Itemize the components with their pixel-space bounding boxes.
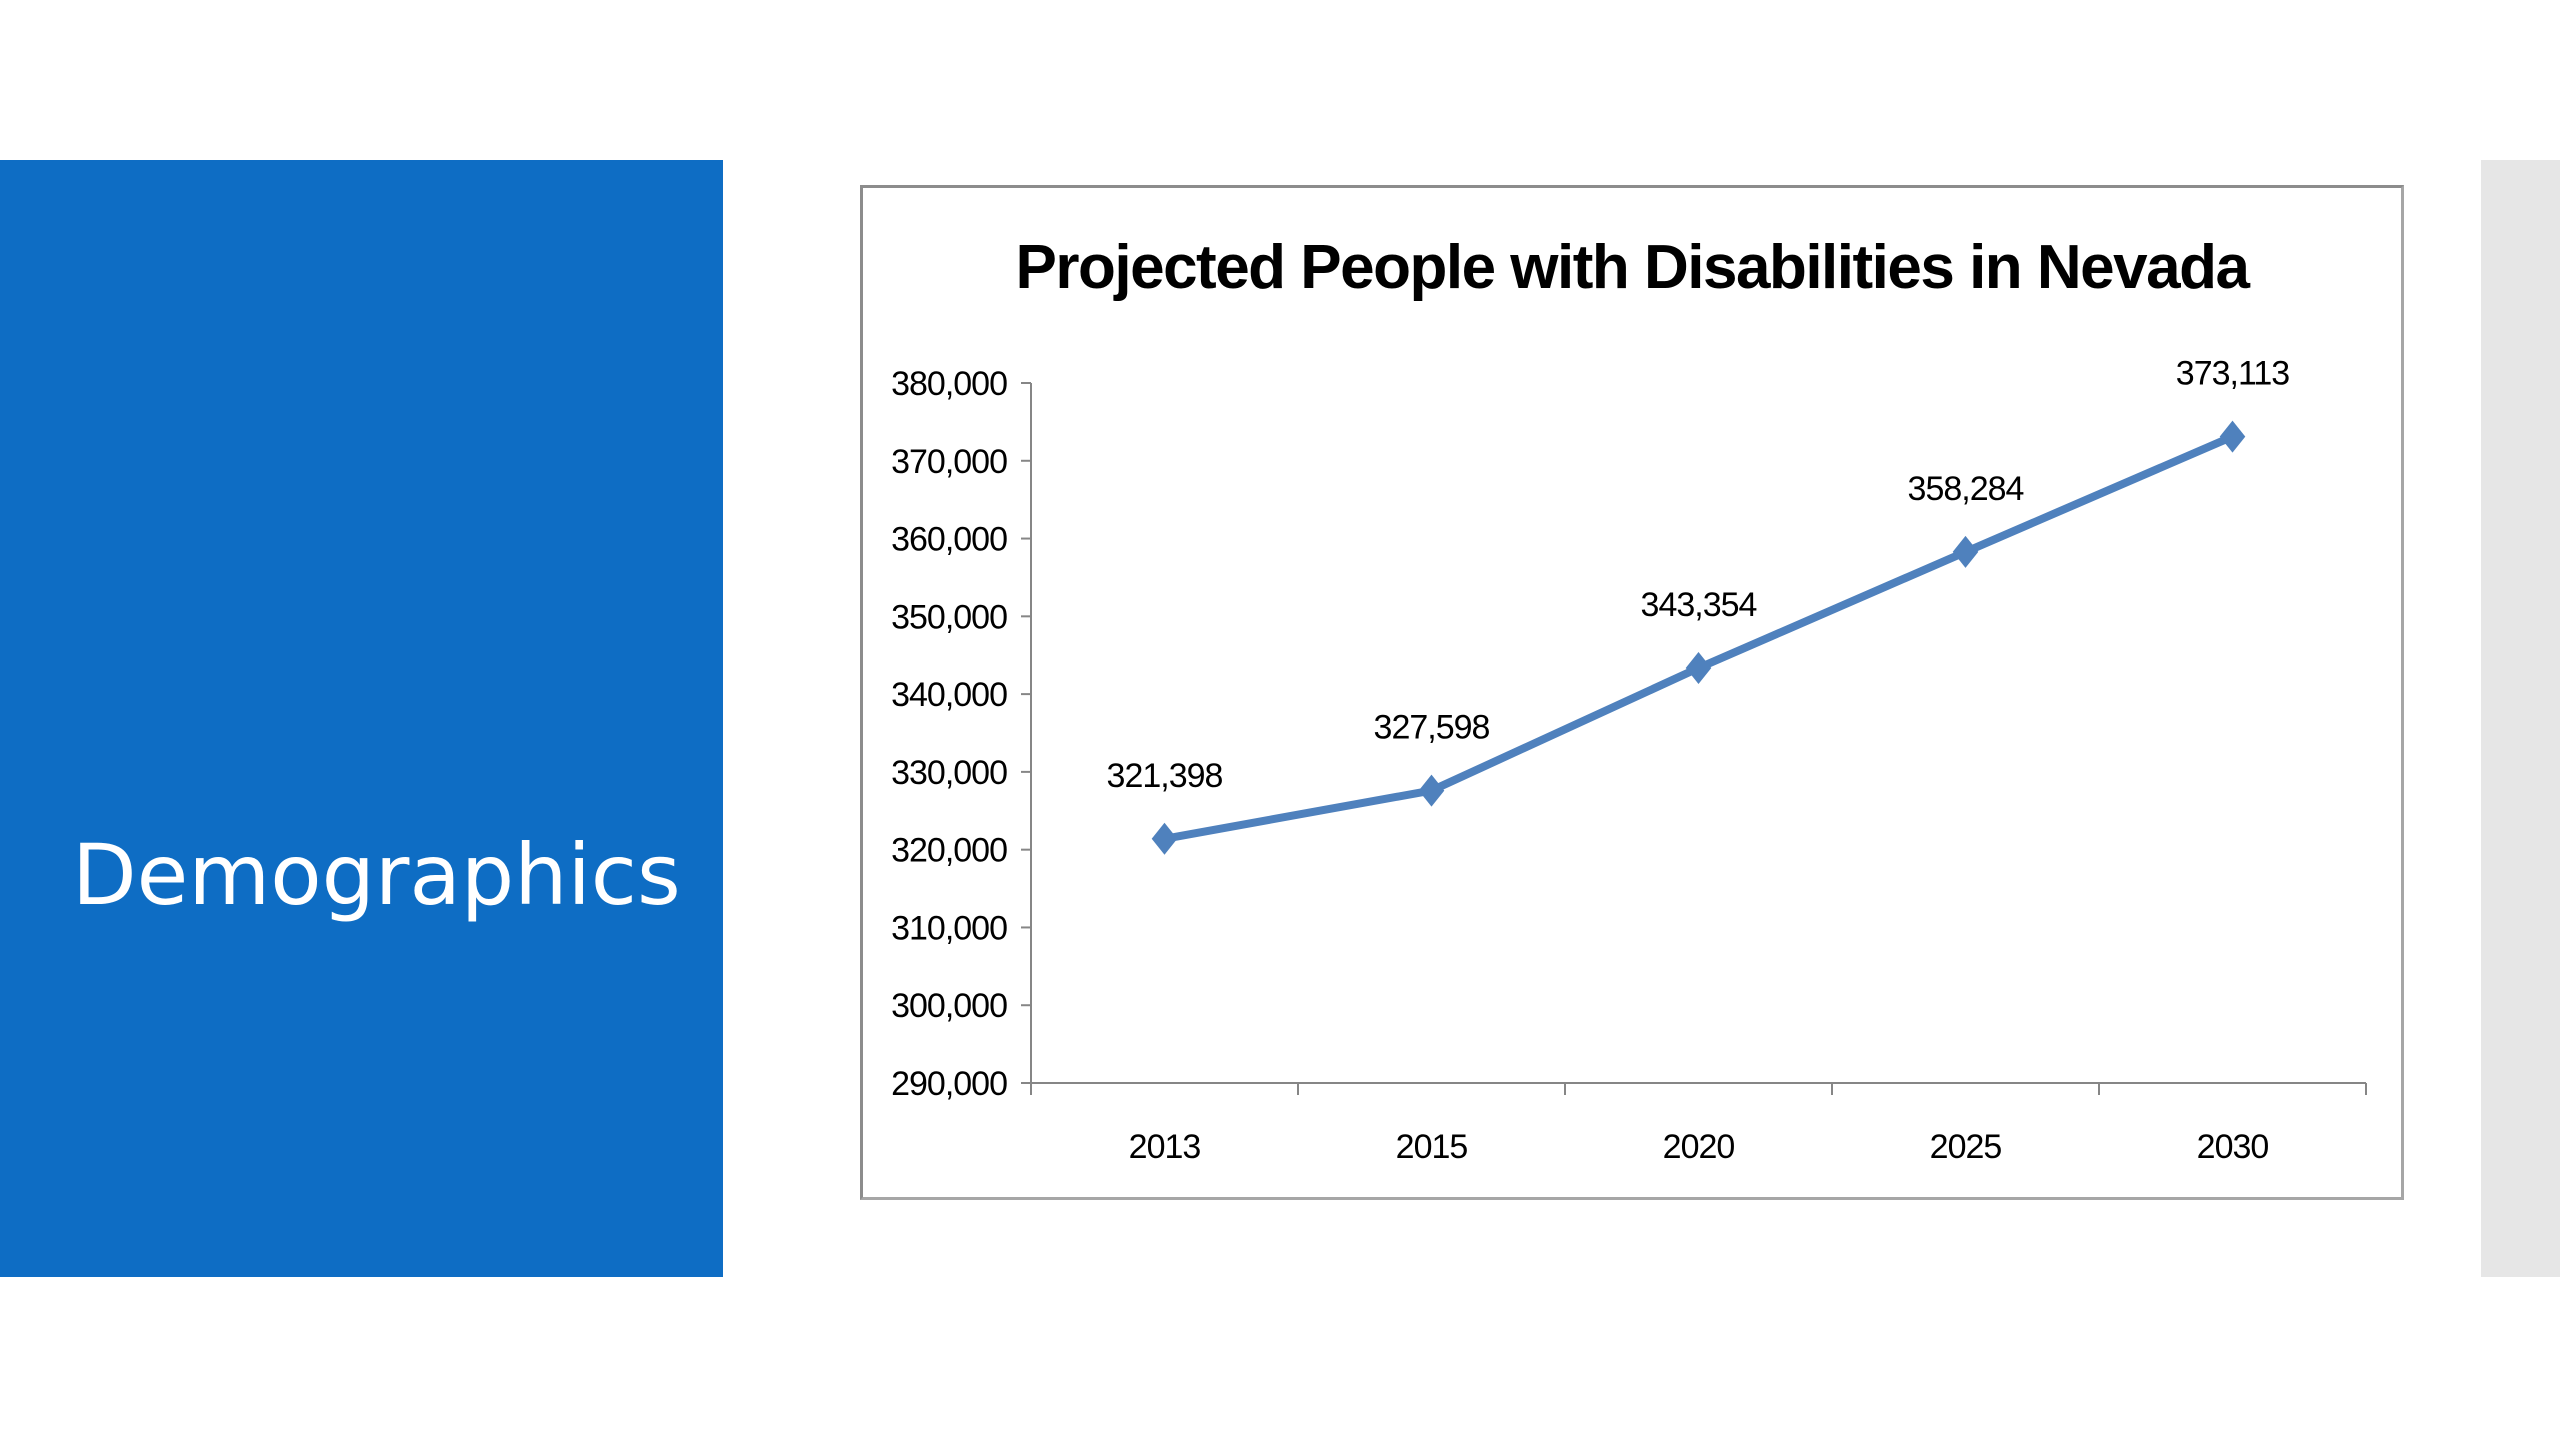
y-tick-label: 310,000 bbox=[891, 909, 1007, 947]
x-tick-label: 2030 bbox=[2197, 1128, 2269, 1166]
data-point-marker bbox=[1685, 652, 1712, 685]
x-tick-label: 2020 bbox=[1663, 1128, 1735, 1166]
data-point-marker bbox=[2219, 420, 2246, 453]
x-tick-label: 2015 bbox=[1396, 1128, 1468, 1166]
data-label: 373,113 bbox=[2176, 355, 2289, 393]
y-tick-label: 300,000 bbox=[891, 987, 1007, 1025]
y-tick-label: 340,000 bbox=[891, 676, 1007, 714]
chart-frame: Projected People with Disabilities in Ne… bbox=[860, 185, 2404, 1200]
data-point-marker bbox=[1151, 822, 1178, 855]
y-tick-label: 350,000 bbox=[891, 598, 1007, 636]
next-slide-edge bbox=[2481, 160, 2560, 1277]
data-point-marker bbox=[1418, 774, 1445, 807]
data-label: 358,284 bbox=[1908, 470, 2024, 508]
slide-title: Demographics bbox=[72, 826, 681, 924]
title-panel: Demographics bbox=[0, 160, 723, 1277]
data-label: 343,354 bbox=[1641, 586, 1757, 624]
data-label: 321,398 bbox=[1107, 757, 1223, 795]
y-tick-label: 380,000 bbox=[891, 365, 1007, 403]
y-tick-label: 370,000 bbox=[891, 443, 1007, 481]
data-point-marker bbox=[1952, 535, 1979, 568]
x-tick-label: 2025 bbox=[1930, 1128, 2002, 1166]
y-tick-label: 330,000 bbox=[891, 754, 1007, 792]
data-label: 327,598 bbox=[1374, 709, 1490, 747]
series-line bbox=[1160, 432, 2237, 843]
y-tick-label: 290,000 bbox=[891, 1065, 1007, 1103]
line-chart: 290,000 300,000 310,000 320,000 330,000 340,0… bbox=[891, 355, 2367, 1166]
y-tick-label: 360,000 bbox=[891, 521, 1007, 559]
x-tick-label: 2013 bbox=[1129, 1128, 1201, 1166]
chart-title: Projected People with Disabilities in Ne… bbox=[1015, 233, 2250, 302]
y-tick-label: 320,000 bbox=[891, 832, 1007, 870]
